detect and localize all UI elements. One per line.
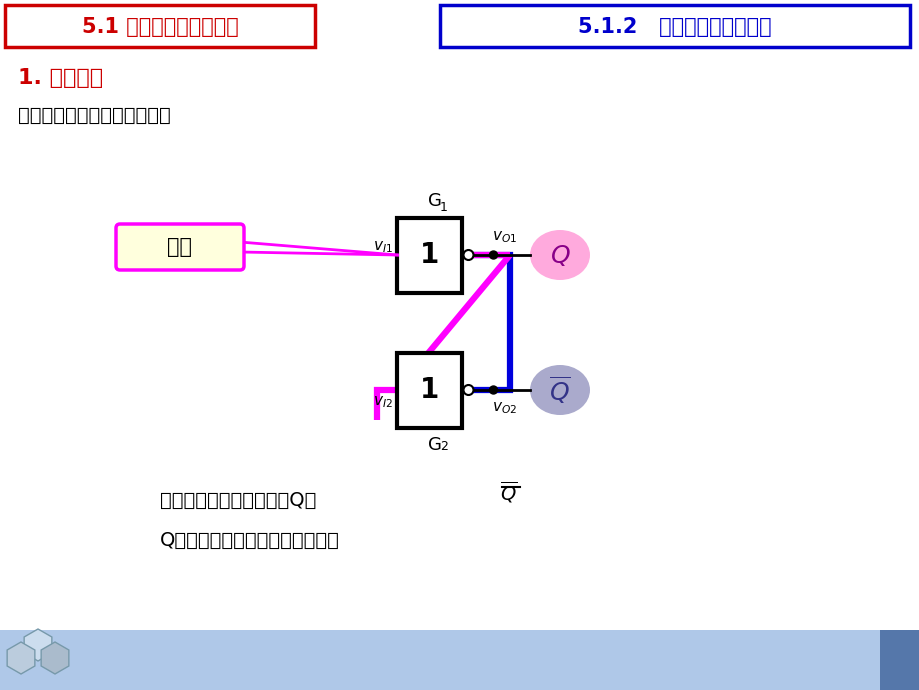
Text: 2: 2 (439, 440, 448, 453)
Text: G: G (427, 435, 441, 453)
Bar (879, 630, 919, 690)
Circle shape (463, 385, 473, 395)
Text: 电路有两个互补的输出端Q和: 电路有两个互补的输出端Q和 (160, 491, 316, 509)
Text: $\overline{Q}$: $\overline{Q}$ (499, 479, 516, 505)
Text: $\mathit{\overline{Q}}$: $\mathit{\overline{Q}}$ (549, 374, 570, 406)
Text: 5.1.2   双稳态存储单元电路: 5.1.2 双稳态存储单元电路 (577, 17, 771, 37)
Bar (397, 217, 462, 293)
FancyBboxPatch shape (116, 224, 244, 270)
Text: 5.1 双稳态存储单元电路: 5.1 双稳态存储单元电路 (82, 17, 238, 37)
Bar (397, 353, 462, 428)
Text: 1: 1 (420, 241, 439, 269)
Text: 反馈: 反馈 (167, 237, 192, 257)
Text: 1: 1 (420, 376, 439, 404)
Circle shape (489, 251, 497, 259)
Text: $v_{O1}$: $v_{O1}$ (492, 229, 517, 245)
Text: 1. 电路结构: 1. 电路结构 (18, 68, 103, 88)
Text: Q端的状态定义为电路输出状态。: Q端的状态定义为电路输出状态。 (160, 531, 339, 549)
Text: 1: 1 (439, 201, 448, 213)
Ellipse shape (529, 230, 589, 280)
Text: $\mathit{Q}$: $\mathit{Q}$ (549, 242, 570, 268)
Text: 最基本的双稳态电路如图所示: 最基本的双稳态电路如图所示 (18, 106, 171, 124)
Text: $v_{O2}$: $v_{O2}$ (492, 400, 517, 415)
Bar (5, 5, 314, 47)
Circle shape (463, 250, 473, 260)
Bar (439, 5, 909, 47)
Text: G: G (427, 192, 441, 210)
Bar (0, 630, 919, 690)
Circle shape (489, 386, 497, 394)
Ellipse shape (529, 365, 589, 415)
Text: $v_{I2}$: $v_{I2}$ (372, 394, 392, 410)
Text: $v_{I1}$: $v_{I1}$ (372, 239, 392, 255)
